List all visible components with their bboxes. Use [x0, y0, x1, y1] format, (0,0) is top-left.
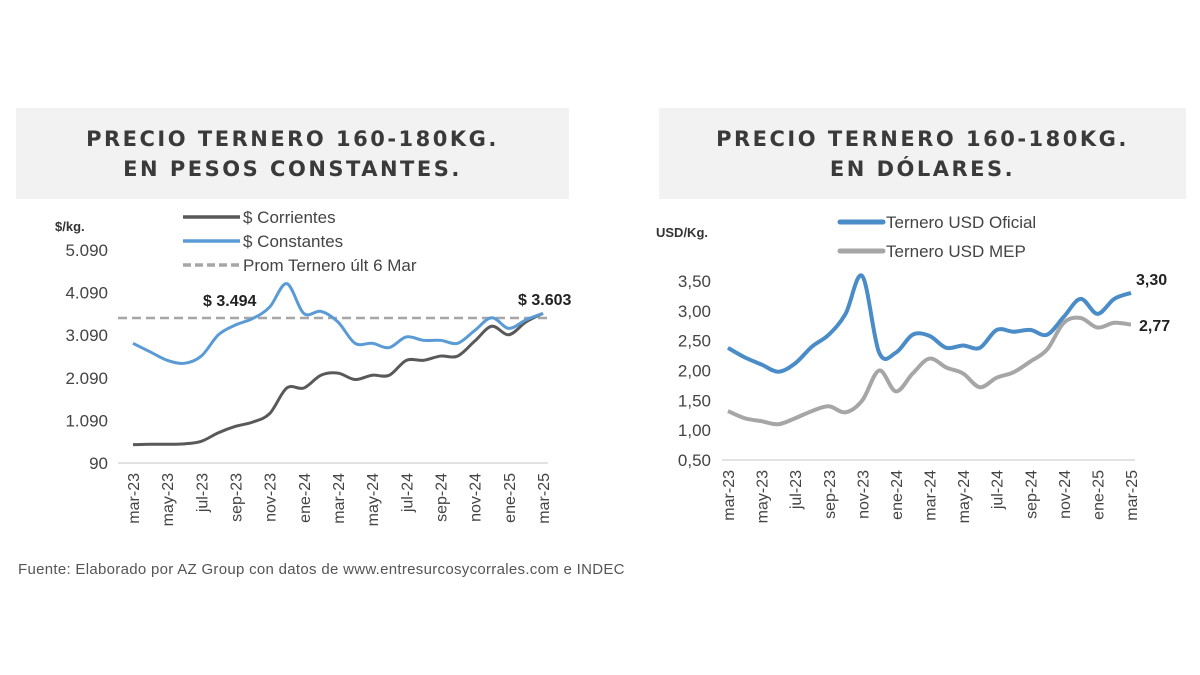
y-tick-label: 3,50 [678, 272, 711, 291]
legend-label: $ Constantes [243, 232, 343, 251]
x-tick-label: may-23 [755, 470, 772, 523]
x-tick-label: mar-25 [1124, 470, 1141, 521]
y-tick-label: 5.090 [65, 241, 108, 260]
data-label: 2,77 [1139, 318, 1170, 335]
x-tick-label: nov-23 [855, 470, 872, 519]
x-tick-label: ene-24 [297, 473, 314, 523]
x-tick-label: jul-23 [788, 470, 805, 510]
y-tick-label: 0,50 [678, 451, 711, 470]
y-tick-label: 1,00 [678, 421, 711, 440]
data-label: 3,30 [1136, 272, 1167, 289]
y-tick-label: 3,00 [678, 302, 711, 321]
x-tick-label: nov-24 [1057, 470, 1074, 519]
x-tick-label: mar-24 [331, 473, 348, 524]
x-tick-label: jul-24 [990, 470, 1007, 510]
y-tick-label: 2,50 [678, 332, 711, 351]
chart-title-pesos: PRECIO TERNERO 160-180KG. EN PESOS CONST… [16, 108, 569, 199]
legend-label: Prom Ternero últ 6 Mar [243, 256, 417, 275]
x-tick-label: ene-24 [889, 470, 906, 520]
y-tick-label: 1.090 [65, 411, 108, 430]
y-tick-label: 4.090 [65, 284, 108, 303]
x-tick-label: sep-24 [434, 473, 451, 522]
y-tick-label: 90 [89, 454, 108, 473]
data-label: $ 3.494 [203, 293, 256, 310]
x-tick-label: nov-23 [263, 473, 280, 522]
y-tick-label: 1,50 [678, 391, 711, 410]
x-tick-label: mar-25 [536, 473, 553, 524]
x-tick-label: jul-24 [399, 473, 416, 513]
x-tick-label: may-24 [956, 470, 973, 523]
x-tick-label: ene-25 [1090, 470, 1107, 520]
data-label: $ 3.603 [518, 292, 571, 309]
x-tick-label: jul-23 [194, 473, 211, 513]
y-tick-label: 3.090 [65, 326, 108, 345]
x-tick-label: mar-23 [721, 470, 738, 521]
series-line-1 [132, 282, 544, 365]
series-line-1 [727, 315, 1132, 427]
y-tick-label: 2.090 [65, 369, 108, 388]
x-tick-label: mar-24 [923, 470, 940, 521]
legend-label: Ternero USD Oficial [886, 213, 1036, 232]
legend-label: $ Corrientes [243, 208, 336, 227]
x-tick-label: may-23 [160, 473, 177, 526]
legend-label: Ternero USD MEP [886, 242, 1026, 261]
x-tick-label: sep-23 [822, 470, 839, 519]
x-tick-label: mar-23 [126, 473, 143, 524]
y-axis-label: USD/Kg. [656, 225, 708, 240]
y-tick-label: 2,00 [678, 362, 711, 381]
x-tick-label: may-24 [365, 473, 382, 526]
chart-title-dolares: PRECIO TERNERO 160-180KG. EN DÓLARES. [659, 108, 1186, 199]
x-tick-label: sep-23 [229, 473, 246, 522]
x-tick-label: sep-24 [1023, 470, 1040, 519]
source-note: Fuente: Elaborado por AZ Group con datos… [18, 561, 625, 578]
y-axis-label: $/kg. [55, 219, 85, 234]
x-tick-label: nov-24 [468, 473, 485, 522]
x-tick-label: ene-25 [502, 473, 519, 523]
series-line-0 [132, 312, 544, 447]
